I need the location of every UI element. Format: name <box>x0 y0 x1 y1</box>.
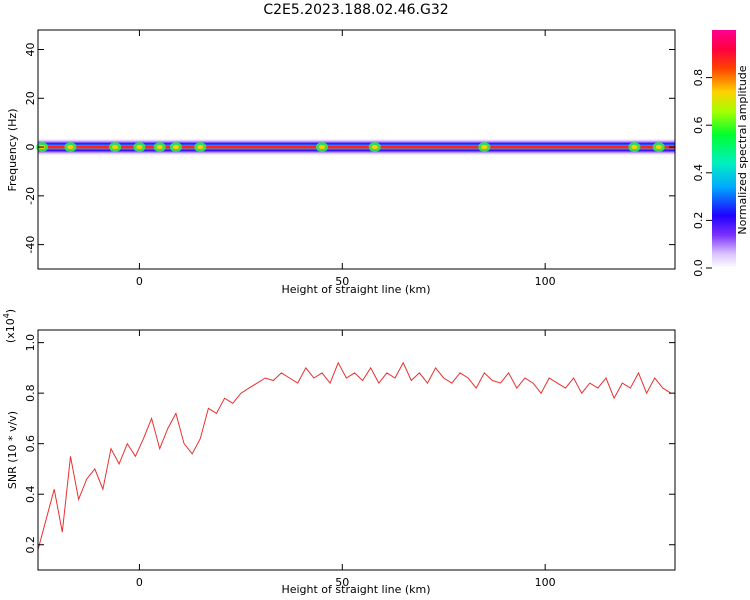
chart-title: C2E5.2023.188.02.46.G32 <box>263 2 448 18</box>
colorbar-tick-label: 0.2 <box>692 212 705 230</box>
band-highlight-core <box>67 145 74 150</box>
band-highlight-core <box>172 145 179 150</box>
y-multiplier-exp: 4 <box>2 313 11 318</box>
y-multiplier: (x104) <box>2 309 17 343</box>
spectrogram-frame <box>37 29 676 270</box>
colorbar-tick-label: 0.8 <box>692 69 705 87</box>
y-multiplier-base: (x10 <box>4 318 17 343</box>
top-y-axis-label: Frequency (Hz) <box>6 109 19 192</box>
svg-text:(x104): (x104) <box>2 309 17 343</box>
top-x-ticks: 0 50 100 <box>136 30 556 288</box>
y-tick-label: 0.4 <box>24 485 37 503</box>
y-tick-label: -20 <box>24 187 37 205</box>
snr-frame <box>37 329 676 571</box>
top-x-axis-label: Height of straight line (km) <box>281 283 430 296</box>
x-tick-label: 100 <box>535 576 556 589</box>
x-tick-label: 0 <box>136 576 143 589</box>
colorbar-ticks: 0.0 0.2 0.4 0.6 0.8 <box>692 69 712 277</box>
y-tick-label: 0.8 <box>24 384 37 402</box>
spectrogram-panel: 0 50 100 -40 -20 0 20 40 Height of straight li… <box>6 29 676 296</box>
band-highlight-core <box>156 145 163 150</box>
snr-series <box>37 361 672 550</box>
band-highlight-core <box>481 145 488 150</box>
top-y-ticks: -40 -20 0 20 40 <box>24 43 675 254</box>
band-highlight-core <box>112 145 119 150</box>
bottom-y-ticks: 0.2 0.4 0.6 0.8 1.0 <box>24 334 675 554</box>
bottom-x-ticks: 0 50 100 <box>136 330 556 589</box>
band-highlight-core <box>136 145 143 150</box>
bottom-y-axis-label: SNR (10 * v/v) <box>6 411 19 489</box>
colorbar-tick-label: 0.4 <box>692 164 705 182</box>
band-highlight-core <box>655 145 662 150</box>
bottom-x-axis-label: Height of straight line (km) <box>281 583 430 596</box>
band-core <box>38 145 675 149</box>
band-highlight-core <box>319 145 326 150</box>
band-highlight-core <box>631 145 638 150</box>
y-tick-label: 0 <box>24 144 37 151</box>
x-tick-label: 50 <box>335 275 349 288</box>
frequency-band <box>36 138 675 157</box>
y-tick-label: 1.0 <box>24 334 37 352</box>
y-tick-label: 0.6 <box>24 435 37 453</box>
y-tick-label: 20 <box>24 91 37 105</box>
band-highlight-core <box>371 145 378 150</box>
colorbar-tick-label: 0.6 <box>692 116 705 134</box>
band-highlight-core <box>197 145 204 150</box>
x-tick-label: 50 <box>335 576 349 589</box>
snr-panel: 0 50 100 0.2 0.4 0.6 0.8 1.0 Height of straigh… <box>2 309 676 596</box>
colorbar-gradient <box>712 30 736 268</box>
colorbar-tick-label: 0.0 <box>692 259 705 277</box>
x-tick-label: 100 <box>535 275 556 288</box>
colorbar-label: Normalized spectral amplitude <box>736 65 749 234</box>
y-tick-label: 0.2 <box>24 536 37 554</box>
colorbar: 0.0 0.2 0.4 0.6 0.8 Normalized spectral ampl… <box>692 30 749 277</box>
y-tick-label: -40 <box>24 236 37 254</box>
y-tick-label: 40 <box>24 43 37 57</box>
snr-line <box>37 361 672 550</box>
x-tick-label: 0 <box>136 275 143 288</box>
